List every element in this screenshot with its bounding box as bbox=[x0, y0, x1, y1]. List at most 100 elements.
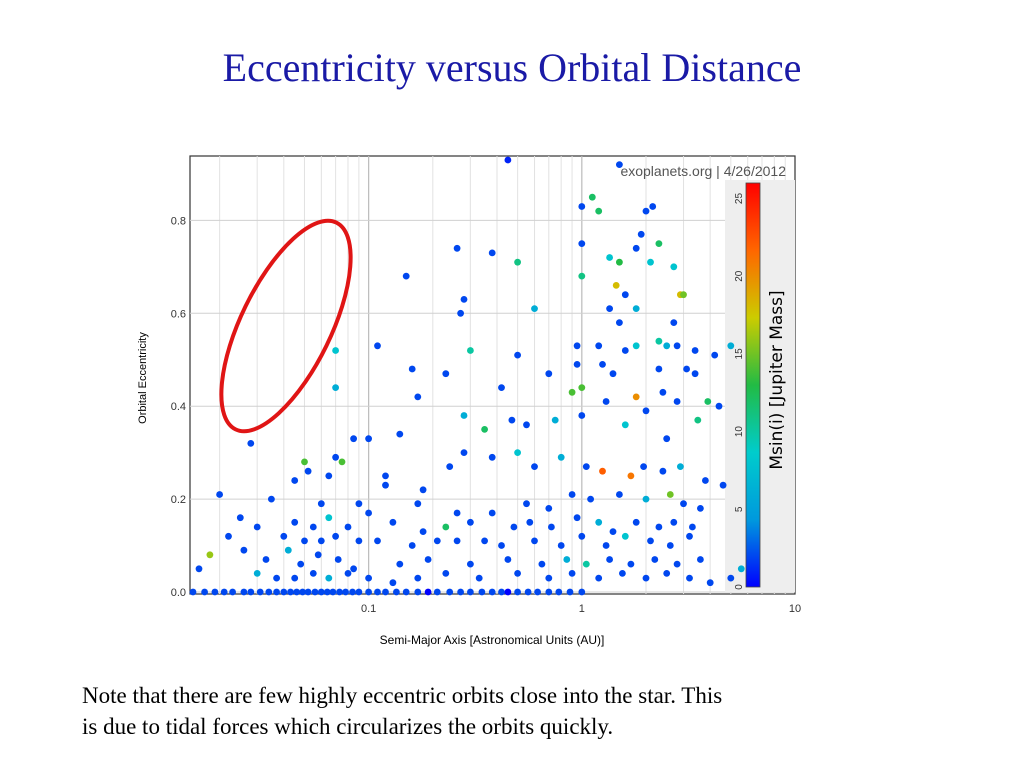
data-point bbox=[389, 518, 397, 526]
data-point bbox=[414, 574, 422, 582]
data-point bbox=[578, 240, 586, 248]
data-point bbox=[670, 319, 678, 326]
data-point bbox=[719, 481, 727, 489]
plot-area bbox=[189, 155, 796, 595]
data-point bbox=[545, 370, 553, 378]
data-point bbox=[545, 574, 553, 582]
data-point bbox=[568, 491, 576, 498]
x-tick-label: 1 bbox=[579, 603, 585, 615]
data-point bbox=[273, 574, 280, 582]
data-point bbox=[694, 416, 702, 424]
data-point bbox=[632, 244, 640, 252]
data-point bbox=[253, 523, 261, 531]
data-point bbox=[691, 347, 699, 354]
data-point bbox=[606, 305, 613, 312]
data-point bbox=[680, 291, 687, 299]
data-point bbox=[433, 537, 441, 545]
y-tick-label: 0.0 bbox=[171, 587, 186, 599]
data-point bbox=[691, 370, 699, 378]
data-point bbox=[642, 407, 650, 415]
data-point bbox=[711, 351, 719, 359]
data-point bbox=[534, 588, 541, 596]
data-point bbox=[619, 570, 626, 577]
data-point bbox=[442, 370, 450, 378]
y-tick-label: 0.6 bbox=[171, 308, 186, 320]
data-point bbox=[314, 551, 322, 559]
data-point bbox=[621, 347, 629, 354]
data-point bbox=[670, 518, 678, 526]
data-point bbox=[317, 500, 325, 508]
data-point bbox=[616, 491, 623, 498]
highlight-ellipse bbox=[219, 218, 353, 434]
data-point bbox=[523, 421, 530, 429]
data-point bbox=[632, 342, 640, 350]
data-point bbox=[365, 509, 372, 517]
data-point bbox=[433, 588, 441, 596]
data-point bbox=[419, 486, 427, 494]
data-point bbox=[396, 560, 404, 568]
data-point bbox=[349, 588, 356, 596]
data-point bbox=[504, 156, 512, 164]
data-point bbox=[268, 495, 275, 503]
data-point bbox=[498, 588, 505, 596]
data-point bbox=[599, 361, 606, 368]
data-point bbox=[504, 556, 512, 563]
data-point bbox=[419, 528, 427, 535]
data-point bbox=[531, 305, 538, 312]
data-point bbox=[265, 588, 273, 596]
data-point bbox=[488, 588, 496, 596]
data-point bbox=[627, 560, 635, 568]
data-point bbox=[697, 556, 704, 563]
data-point bbox=[355, 500, 363, 508]
data-point bbox=[686, 574, 693, 582]
data-point bbox=[467, 560, 474, 568]
y-tick-label: 0.8 bbox=[171, 215, 186, 227]
x-tick-label: 0.1 bbox=[361, 603, 376, 615]
data-point bbox=[578, 412, 586, 419]
data-point bbox=[595, 207, 603, 215]
data-point bbox=[727, 342, 735, 350]
data-point bbox=[460, 449, 468, 456]
data-point bbox=[680, 500, 687, 508]
data-point bbox=[582, 560, 590, 568]
data-point bbox=[299, 588, 306, 596]
data-point bbox=[297, 560, 305, 568]
data-point bbox=[240, 546, 248, 554]
data-point bbox=[568, 570, 576, 577]
data-point bbox=[229, 588, 237, 596]
data-point bbox=[663, 342, 671, 350]
data-point bbox=[280, 588, 288, 596]
data-point bbox=[612, 282, 620, 289]
data-point bbox=[670, 263, 678, 271]
data-point bbox=[548, 523, 555, 531]
data-point bbox=[402, 272, 410, 280]
data-point bbox=[393, 588, 400, 596]
data-point bbox=[602, 398, 610, 405]
colorbar-tick-label: 0 bbox=[734, 584, 745, 590]
data-point bbox=[332, 384, 339, 391]
data-point bbox=[189, 588, 197, 596]
data-point bbox=[355, 588, 363, 596]
data-point bbox=[563, 556, 571, 563]
data-point bbox=[247, 588, 255, 596]
data-point bbox=[640, 463, 647, 470]
data-point bbox=[408, 542, 416, 549]
data-point bbox=[317, 588, 325, 596]
data-point bbox=[287, 588, 294, 596]
data-point bbox=[301, 458, 308, 466]
data-point bbox=[332, 453, 339, 461]
data-point bbox=[627, 472, 635, 480]
data-point bbox=[291, 574, 299, 582]
data-point bbox=[508, 416, 516, 424]
data-point bbox=[649, 203, 657, 210]
data-point bbox=[424, 556, 432, 563]
data-point bbox=[475, 574, 483, 582]
data-point bbox=[467, 518, 474, 526]
data-point bbox=[702, 477, 709, 484]
data-point bbox=[460, 296, 468, 303]
data-point bbox=[632, 518, 640, 526]
data-point bbox=[595, 518, 603, 526]
data-point bbox=[311, 588, 319, 596]
data-point bbox=[240, 588, 248, 596]
data-point bbox=[637, 230, 645, 238]
